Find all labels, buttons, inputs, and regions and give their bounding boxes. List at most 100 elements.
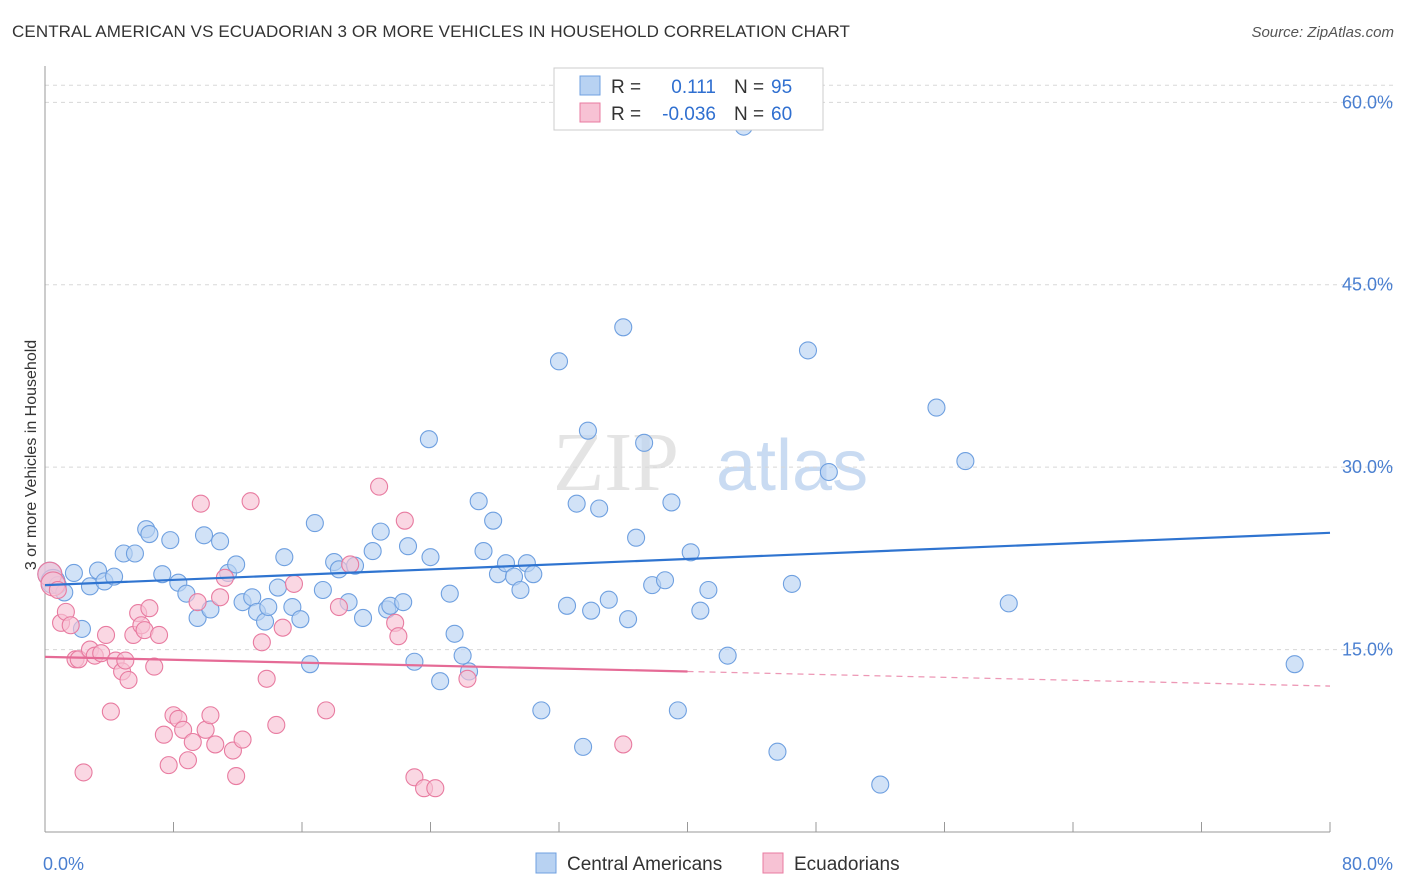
series-ecuadorians [37,477,633,798]
point-central-americans [681,543,700,562]
point-ecuadorians [426,779,445,798]
point-central-americans [421,548,440,567]
point-central-americans [619,610,638,629]
trend-line-ecuadorians [44,655,688,673]
point-ecuadorians [211,588,230,607]
point-central-americans [194,526,214,545]
point-central-americans [699,580,718,600]
y-axis-title: 3 or more Vehicles in Household [23,340,40,570]
point-central-americans [590,499,609,518]
legend-swatch-blue [579,75,601,96]
point-ecuadorians [273,618,292,637]
legend-r-label-1: R = [611,77,641,98]
legend-r-label-2: R = [611,104,641,125]
point-central-americans [549,352,569,371]
trend-lines [44,531,1331,687]
point-ecuadorians [145,657,164,676]
watermark-atlas: atlas [716,426,868,506]
point-central-americans [574,737,593,756]
watermark-zip: ZIP [553,416,679,509]
point-central-americans [419,430,438,449]
point-ecuadorians [370,477,389,496]
point-central-americans [440,584,459,603]
point-central-americans [557,596,577,615]
y-tick-label: 15.0% [1342,640,1393,660]
point-central-americans [105,567,124,586]
point-central-americans [532,701,551,720]
axes [44,66,1331,833]
point-central-americans [484,511,503,530]
point-central-americans [227,555,246,574]
point-central-americans [291,610,310,629]
gridlines [45,84,1394,651]
trend-line-central-americans [44,531,1331,587]
point-central-americans [211,532,230,551]
point-ecuadorians [174,720,193,739]
point-central-americans [313,580,332,600]
point-ecuadorians [74,763,93,782]
point-central-americans [256,612,275,631]
point-ecuadorians [61,616,80,635]
bottom-legend-swatch-pink [762,852,784,874]
point-ecuadorians [233,730,252,749]
point-ecuadorians [227,767,246,786]
bottom-legend-swatch-blue [535,852,557,874]
point-central-americans [259,597,278,617]
point-ecuadorians [183,732,202,752]
point-central-americans [275,548,294,567]
point-central-americans [125,544,144,563]
point-central-americans [405,652,424,671]
legend-n-label-1: N = [734,77,764,98]
point-ecuadorians [284,574,304,593]
point-central-americans [140,524,159,544]
point-ecuadorians [614,735,633,754]
point-central-americans [718,646,737,665]
point-central-americans [599,590,618,609]
point-ecuadorians [458,669,477,688]
point-central-americans [627,528,646,547]
point-central-americans [668,701,687,720]
point-ecuadorians [241,492,260,511]
point-central-americans [999,594,1018,613]
point-central-americans [655,571,675,590]
point-central-americans [453,646,472,665]
point-ecuadorians [191,494,210,513]
point-ecuadorians [116,651,135,670]
point-central-americans [371,522,390,541]
tick-labels: 15.0% 30.0% 45.0% 60.0% 0.0% 80.0% [43,92,1393,874]
legend-r-value-1: 0.111 [671,77,716,98]
legend-n-label-2: N = [734,104,764,125]
point-ecuadorians [178,751,198,770]
series-legend: Central Americans Ecuadorians [535,852,900,875]
point-ecuadorians [252,633,271,652]
x-tick-label-min: 0.0% [43,854,84,874]
point-central-americans [469,492,488,511]
point-central-americans [398,537,418,556]
point-central-americans [394,593,413,612]
point-central-americans [445,624,464,643]
point-central-americans [161,531,180,550]
point-ecuadorians [206,735,225,754]
point-central-americans [782,574,801,593]
point-central-americans [768,742,787,761]
point-central-americans [691,601,710,620]
trend-line-ecuadorians-projection [687,670,1331,687]
point-central-americans [474,542,493,561]
point-central-americans [268,578,287,597]
point-central-americans [871,775,890,794]
bottom-legend-ecuadorians: Ecuadorians [794,854,900,875]
point-central-americans [511,580,530,600]
point-central-americans [956,452,975,471]
point-ecuadorians [329,597,348,617]
point-ecuadorians [96,625,116,645]
point-central-americans [927,398,946,417]
point-central-americans [524,565,543,584]
point-central-americans [153,565,172,584]
point-central-americans [798,341,818,360]
point-ecuadorians [188,593,207,612]
legend-swatch-pink [579,102,601,123]
y-tick-label: 30.0% [1342,457,1393,477]
point-ecuadorians [389,627,408,646]
point-central-americans [305,514,324,533]
x-tick-label-max: 80.0% [1342,854,1393,874]
